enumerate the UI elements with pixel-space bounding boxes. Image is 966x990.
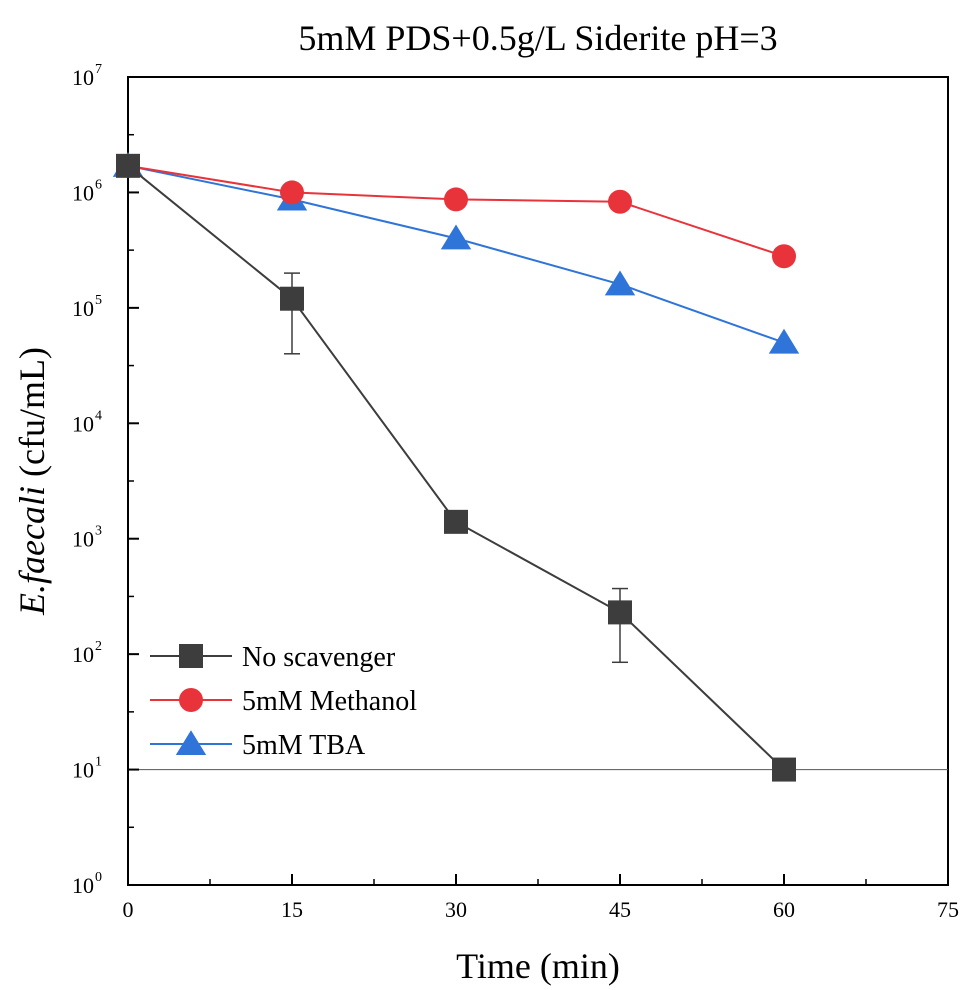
data-point-no-scavenger	[608, 600, 632, 625]
y-tick-exponent: 6	[95, 177, 102, 192]
x-tick-label: 15	[281, 897, 303, 922]
legend-item-5mm-tba: 5mM TBA	[150, 730, 366, 761]
y-tick-label: 10	[72, 873, 94, 898]
y-tick-exponent: 2	[95, 639, 102, 654]
data-point-no-scavenger	[116, 153, 140, 178]
data-point-5mm-tba	[440, 224, 472, 250]
legend-label: No scavenger	[242, 642, 396, 673]
y-tick-label: 10	[72, 642, 94, 667]
series-no-scavenger	[116, 153, 796, 782]
y-tick-exponent: 0	[95, 870, 102, 885]
plot-frame	[127, 76, 949, 886]
x-tick-label: 60	[773, 897, 795, 922]
data-point-5mm-methanol	[608, 189, 632, 214]
data-point-no-scavenger	[772, 757, 796, 782]
chart-title: 5mM PDS+0.5g/L Siderite pH=3	[298, 18, 777, 58]
y-tick-exponent: 5	[95, 293, 102, 308]
legend: No scavenger 5mM Methanol 5mM TBA	[150, 642, 417, 761]
data-point-5mm-methanol	[444, 187, 468, 212]
y-tick-label: 10	[72, 296, 94, 321]
y-axis-title-italic: E.faecali	[12, 486, 52, 616]
x-axis-title: Time (min)	[456, 946, 620, 986]
legend-item-5mm-methanol: 5mM Methanol	[150, 686, 417, 717]
y-tick-exponent: 1	[95, 755, 102, 770]
y-tick-label: 10	[72, 411, 94, 436]
y-tick-label: 10	[72, 65, 94, 90]
data-point-5mm-methanol	[280, 180, 304, 205]
series-5mm-methanol	[116, 153, 796, 269]
y-axis-title: E.faecali (cfu/mL)	[12, 347, 52, 616]
data-point-no-scavenger	[280, 286, 304, 311]
legend-marker	[179, 688, 203, 712]
data-point-no-scavenger	[444, 509, 468, 534]
y-tick-exponent: 7	[95, 62, 102, 77]
legend-marker	[175, 730, 207, 756]
series-layer	[112, 152, 800, 782]
x-axis-ticks: 0 15 30 45 60 75	[123, 874, 959, 922]
y-tick-label: 10	[72, 180, 94, 205]
data-point-5mm-tba	[768, 328, 800, 354]
legend-label: 5mM TBA	[242, 730, 366, 761]
y-tick-label: 10	[72, 527, 94, 552]
y-tick-exponent: 4	[95, 408, 102, 423]
x-tick-label: 0	[123, 897, 134, 922]
series-line-no-scavenger	[127, 165, 785, 771]
y-tick-exponent: 3	[95, 524, 102, 539]
x-tick-label: 75	[937, 897, 959, 922]
y-tick-label: 10	[72, 758, 94, 783]
series-5mm-tba	[112, 152, 800, 354]
y-axis-title-unit: (cfu/mL)	[12, 347, 52, 486]
data-point-5mm-tba	[604, 270, 636, 296]
x-tick-label: 45	[609, 897, 631, 922]
legend-marker	[179, 644, 203, 668]
x-tick-label: 30	[445, 897, 467, 922]
legend-item-no-scavenger: No scavenger	[150, 642, 396, 673]
data-point-5mm-methanol	[772, 244, 796, 269]
legend-label: 5mM Methanol	[242, 686, 417, 717]
